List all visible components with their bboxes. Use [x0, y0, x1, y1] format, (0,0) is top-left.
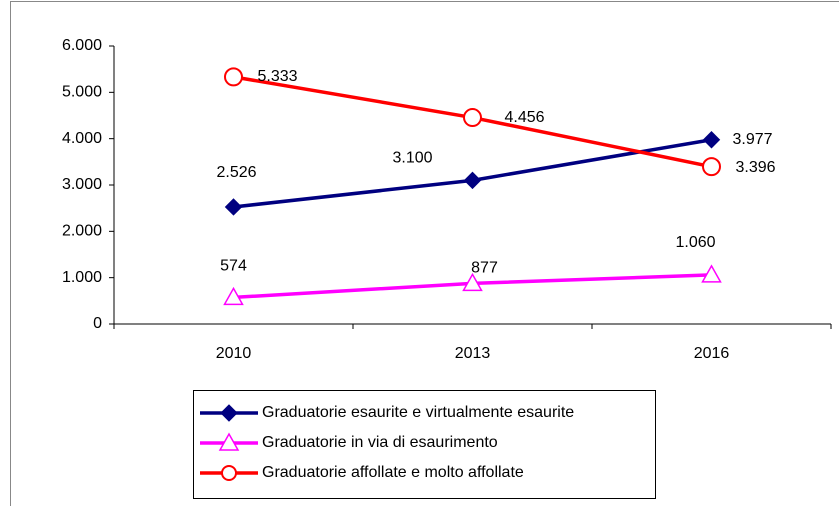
data-label: 5.333 [257, 68, 297, 85]
y-tick-label: 6.000 [62, 37, 102, 54]
legend-label: Graduatorie affollate e molto affollate [262, 464, 524, 481]
y-tick-label: 3.000 [62, 176, 102, 193]
legend-box [193, 390, 656, 499]
y-tick-label: 5.000 [62, 84, 102, 101]
marker [702, 131, 721, 149]
legend-marker [218, 432, 240, 451]
data-label: 574 [220, 258, 247, 275]
x-tick-label: 2010 [216, 345, 252, 362]
data-label: 3.100 [392, 150, 432, 167]
x-tick-label: 2013 [455, 345, 491, 362]
chart-frame [10, 1, 839, 506]
marker [223, 286, 244, 306]
legend-marker [220, 404, 238, 422]
y-tick-label: 2.000 [62, 223, 102, 240]
data-label: 3.977 [732, 131, 772, 148]
data-label: 877 [471, 260, 498, 277]
y-tick-label: 1.000 [62, 269, 102, 286]
marker [701, 264, 722, 283]
legend-marker [221, 465, 237, 481]
legend-label: Graduatorie in via di esaurimento [262, 434, 498, 451]
marker [702, 157, 721, 177]
marker [224, 198, 243, 216]
y-tick-label: 0 [93, 315, 102, 332]
data-label: 3.396 [735, 159, 775, 176]
marker [462, 272, 483, 292]
data-label: 1.060 [675, 234, 715, 251]
y-tick-label: 4.000 [62, 130, 102, 147]
x-tick-label: 2016 [694, 345, 730, 362]
marker [463, 171, 482, 190]
data-label: 2.526 [216, 164, 256, 181]
legend-label: Graduatorie esaurite e virtualmente esau… [262, 404, 574, 421]
marker [463, 108, 482, 128]
marker [224, 67, 243, 87]
data-label: 4.456 [504, 109, 544, 126]
